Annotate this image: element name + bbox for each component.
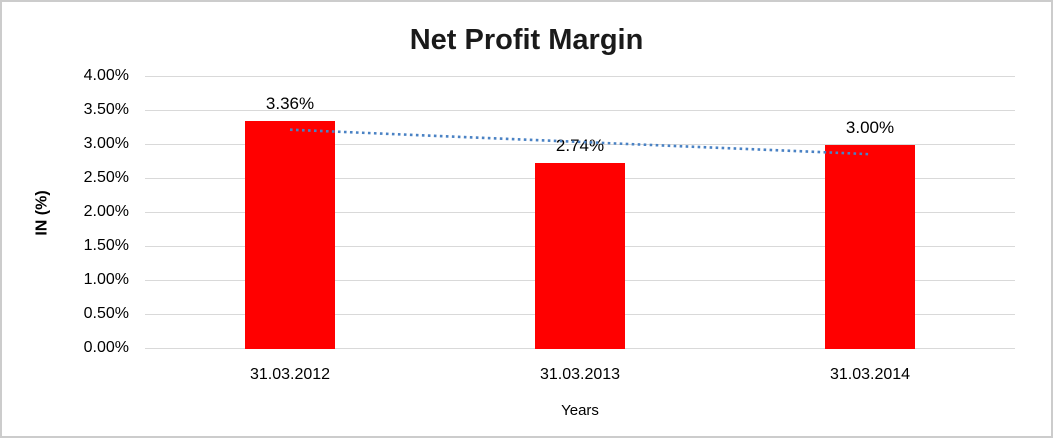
y-axis-title-text: IN (%) bbox=[33, 189, 51, 236]
category-slot: 3.00% bbox=[725, 76, 1015, 349]
y-tick-label: 2.00% bbox=[83, 203, 129, 220]
y-tick-label: 1.00% bbox=[83, 271, 129, 288]
category-slot: 3.36% bbox=[145, 76, 435, 349]
data-label: 2.74% bbox=[555, 135, 605, 155]
y-tick-label: 0.00% bbox=[83, 339, 129, 356]
x-tick-label: 31.03.2012 bbox=[249, 366, 331, 383]
y-tick-label: 4.00% bbox=[83, 67, 129, 84]
y-tick-label: 1.50% bbox=[83, 237, 129, 254]
y-tick-label: 2.50% bbox=[83, 169, 129, 186]
x-tick-label: 31.03.2014 bbox=[829, 366, 911, 383]
chart-title: Net Profit Margin bbox=[409, 24, 644, 56]
data-label: 3.00% bbox=[845, 118, 895, 137]
x-axis-title: Years bbox=[561, 402, 599, 419]
y-tick-label: 3.00% bbox=[83, 135, 129, 152]
x-axis: 31.03.2012 31.03.2013 31.03.2014 bbox=[145, 366, 1015, 384]
bar-31-03-2014: 3.00% bbox=[825, 118, 915, 349]
category-slot: 2.74% bbox=[435, 76, 725, 349]
data-label: 3.36% bbox=[265, 93, 315, 113]
bar-31-03-2013: 2.74% bbox=[535, 136, 625, 349]
plot-area: 3.36% 2.74% 3.00% bbox=[145, 76, 1015, 349]
y-axis-title: IN (%) bbox=[20, 76, 66, 349]
x-tick-label: 31.03.2013 bbox=[539, 366, 621, 383]
y-tick-label: 3.50% bbox=[83, 101, 129, 118]
y-tick-label: 0.50% bbox=[83, 305, 129, 322]
bar-31-03-2012: 3.36% bbox=[245, 94, 335, 349]
